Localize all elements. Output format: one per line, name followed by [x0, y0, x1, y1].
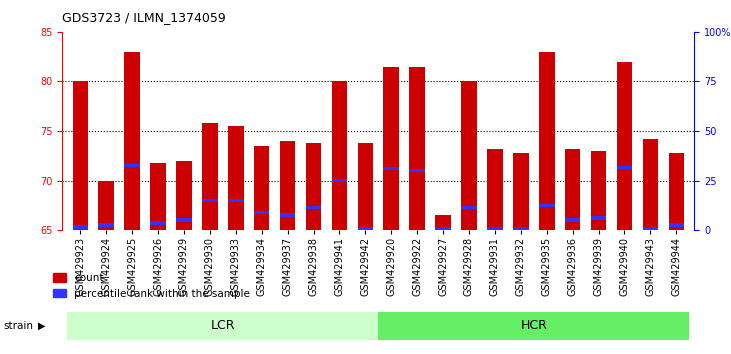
Bar	[357, 227, 373, 231]
Bar	[539, 204, 555, 207]
Bar	[280, 141, 295, 230]
Bar	[565, 149, 580, 230]
Bar	[591, 216, 606, 220]
Bar	[99, 223, 114, 227]
Bar	[513, 227, 529, 231]
Bar	[124, 164, 140, 167]
Bar	[72, 81, 88, 230]
Text: GDS3723 / ILMN_1374059: GDS3723 / ILMN_1374059	[62, 11, 226, 24]
Bar	[435, 227, 451, 231]
Bar	[151, 222, 166, 225]
Bar	[409, 67, 425, 230]
Bar	[254, 211, 270, 214]
Bar	[379, 312, 689, 340]
Bar	[461, 81, 477, 230]
Text: strain: strain	[4, 321, 34, 331]
Text: LCR: LCR	[211, 319, 235, 332]
Bar	[617, 166, 632, 169]
Bar	[461, 206, 477, 209]
Bar	[617, 62, 632, 230]
Bar	[487, 227, 503, 231]
Bar	[99, 181, 114, 230]
Bar	[409, 169, 425, 172]
Bar	[67, 312, 379, 340]
Bar	[306, 143, 322, 230]
Bar	[176, 161, 192, 230]
Bar	[176, 218, 192, 222]
Bar	[513, 153, 529, 230]
Bar	[202, 123, 218, 230]
Bar	[669, 153, 684, 230]
Bar	[254, 146, 270, 230]
Bar	[202, 199, 218, 202]
Bar	[669, 223, 684, 227]
Bar	[591, 151, 606, 230]
Bar	[332, 179, 347, 182]
Legend: count, percentile rank within the sample: count, percentile rank within the sample	[49, 269, 254, 303]
Bar	[539, 52, 555, 230]
Bar	[487, 149, 503, 230]
Text: ▶: ▶	[38, 321, 45, 331]
Bar	[151, 163, 166, 230]
Bar	[280, 213, 295, 217]
Text: HCR: HCR	[520, 319, 548, 332]
Bar	[384, 67, 399, 230]
Bar	[643, 139, 658, 230]
Bar	[306, 206, 322, 209]
Bar	[643, 227, 658, 231]
Bar	[228, 199, 243, 202]
Bar	[565, 218, 580, 222]
Bar	[332, 81, 347, 230]
Bar	[72, 225, 88, 229]
Bar	[228, 126, 243, 230]
Bar	[124, 52, 140, 230]
Bar	[357, 143, 373, 230]
Bar	[384, 167, 399, 170]
Bar	[435, 215, 451, 230]
